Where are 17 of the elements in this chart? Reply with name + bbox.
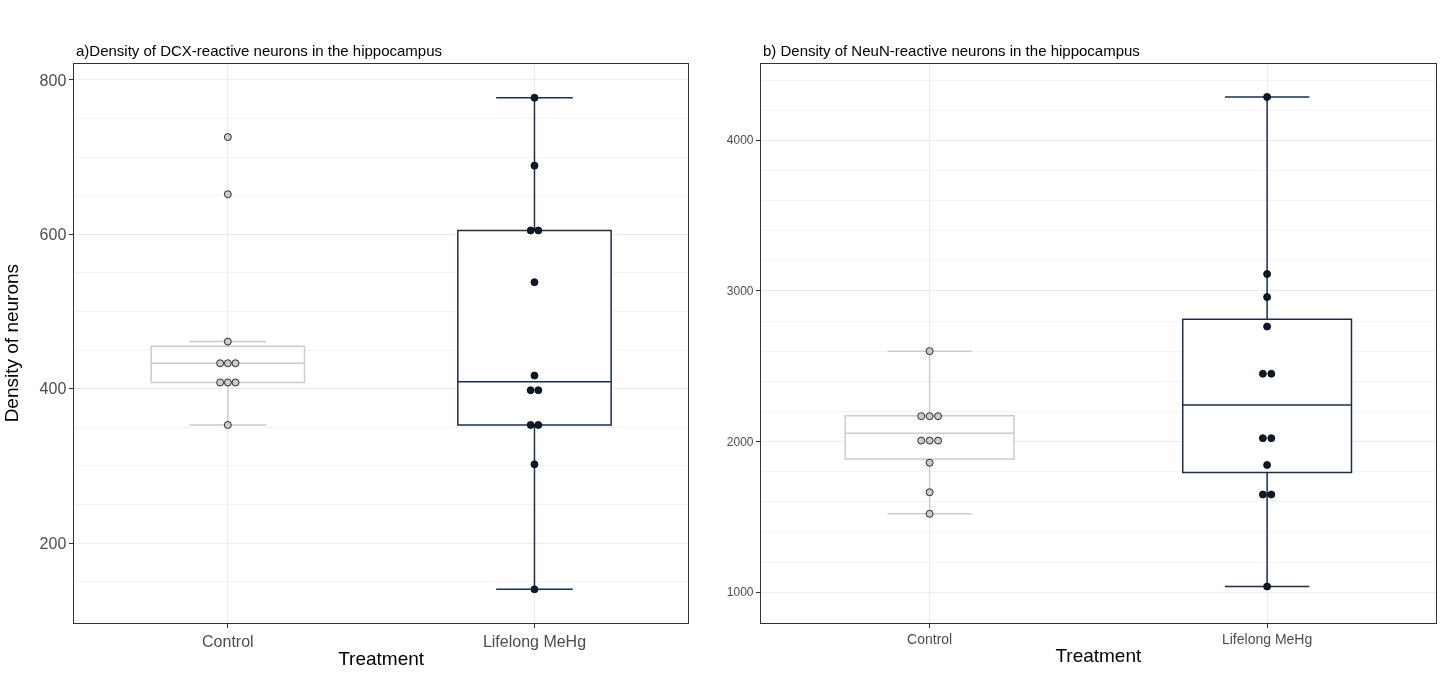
y-tick-label: 3000 [726,284,754,299]
x-axis-title: Treatment [1055,645,1143,667]
y-axis-title: Density of neurons [1,263,23,423]
y-tick-label: 4000 [726,133,754,148]
y-tick-label: 800 [39,71,67,89]
x-tick-label: Lifelong MeHg [1221,631,1313,648]
x-tick-label: Control [202,632,254,650]
x-tick-label: Lifelong MeHg [482,632,587,650]
y-tick-label: 2000 [726,434,754,449]
chart-title: b) Density of NeuN-reactive neurons in the hippocampus [763,42,1140,59]
y-tick-label: 200 [39,534,67,552]
chart-title: a)Density of DCX-reactive neurons in the hippocampus [76,42,443,59]
x-axis-title: Treatment [338,647,425,669]
y-tick-label: 400 [39,380,67,398]
y-tick-label: 600 [39,225,67,243]
x-tick-label: Control [907,631,953,648]
y-tick-label: 1000 [726,585,754,600]
